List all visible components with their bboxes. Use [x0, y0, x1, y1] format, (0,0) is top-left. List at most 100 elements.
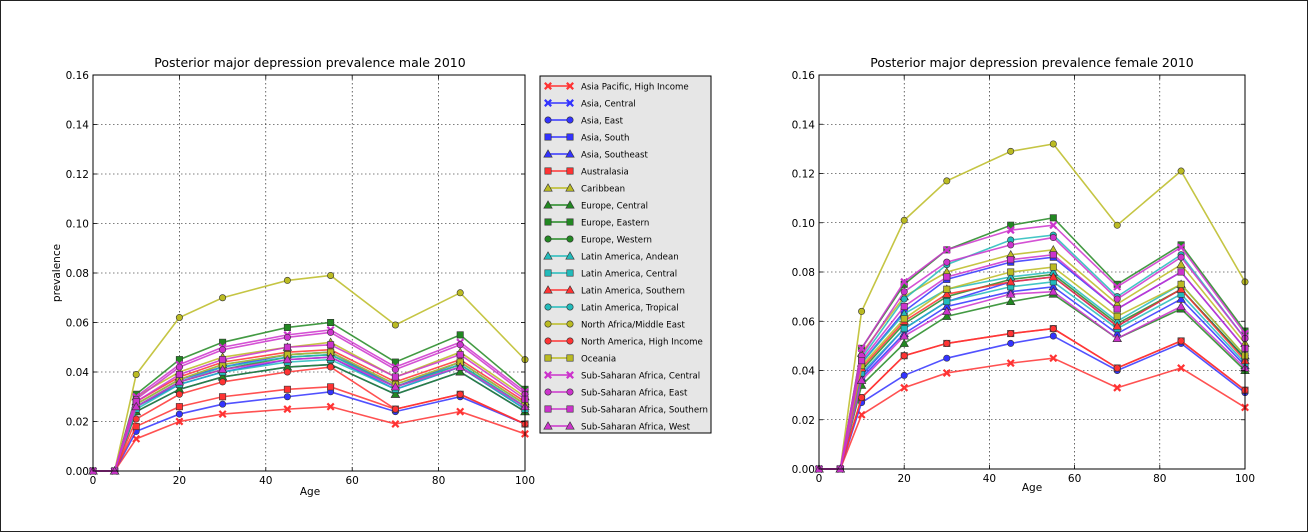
legend-marker: [544, 133, 552, 141]
legend-entry: Latin America, Southern: [543, 285, 685, 297]
legend-marker: [544, 371, 552, 379]
female-tick-label-y: 0.08: [792, 267, 815, 279]
chart-male-xlabel: Age: [300, 486, 320, 498]
legend-marker: [566, 269, 574, 277]
legend-marker: [544, 167, 552, 175]
male-series-15: [89, 363, 529, 475]
legend-marker: [543, 183, 553, 192]
male-data-point: [219, 378, 227, 386]
legend-marker: [566, 405, 574, 413]
male-data-point: [175, 356, 183, 364]
male-data-point: [175, 417, 184, 426]
male-data-point: [326, 402, 335, 411]
male-data-point: [283, 333, 291, 341]
female-data-point: [1005, 277, 1016, 286]
female-data-point: [900, 216, 908, 224]
legend-label: Latin America, Andean: [581, 253, 679, 263]
female-data-point: [943, 354, 951, 362]
legend-marker: [544, 99, 552, 107]
legend-entry: Latin America, Andean: [543, 251, 679, 263]
male-data-point: [132, 370, 140, 378]
female-data-point: [1049, 214, 1057, 222]
legend-marker: [543, 421, 553, 430]
female-tick-label-x: 20: [898, 473, 911, 485]
male-data-point: [455, 367, 465, 376]
legend-label: Caribbean: [581, 185, 625, 195]
male-tick-label-y: 0.16: [66, 70, 90, 82]
female-data-point: [899, 331, 909, 340]
legend-label: Asia Pacific, High Income: [581, 83, 689, 93]
legend-marker: [543, 285, 553, 294]
male-data-point: [390, 382, 401, 391]
male-data-point: [391, 366, 399, 374]
female-series-0: [815, 354, 1249, 473]
female-data-point: [1049, 251, 1057, 259]
female-data-point: [942, 368, 951, 377]
legend-marker: [566, 337, 574, 345]
legend-marker: [544, 320, 552, 328]
legend-label: Latin America, Tropical: [581, 304, 679, 314]
male-tick-label-x: 0: [90, 475, 97, 487]
legend-label: Australasia: [581, 168, 629, 178]
legend-marker: [566, 320, 574, 328]
female-data-point: [899, 338, 909, 347]
legend-entry: Latin America, Tropical: [544, 303, 679, 314]
male-data-point: [175, 390, 183, 398]
male-data-point: [283, 368, 291, 376]
female-tick-label-x: 80: [1153, 473, 1166, 485]
legend-marker: [566, 235, 574, 243]
legend-entry: Latin America, Central: [544, 269, 677, 280]
chart-female-title: Posterior major depression prevalence fe…: [870, 55, 1194, 70]
legend-marker: [566, 303, 574, 311]
male-data-point: [327, 341, 335, 349]
female-data-point: [942, 311, 952, 320]
female-tick-label-x: 60: [1068, 473, 1081, 485]
female-data-point: [900, 277, 909, 286]
legend-entry: Sub-Saharan Africa, Central: [544, 371, 700, 382]
chart-female: Posterior major depression prevalence fe…: [792, 55, 1255, 494]
legend-marker: [566, 167, 574, 175]
legend-marker: [566, 371, 574, 379]
legend-marker: [544, 354, 552, 362]
female-series-line: [819, 290, 1246, 470]
female-data-point: [943, 273, 951, 281]
female-data-point: [1049, 325, 1057, 333]
legend-entry: Sub-Saharan Africa, Southern: [544, 405, 708, 416]
female-data-point: [1005, 296, 1016, 306]
female-tick-label-y: 0.12: [792, 169, 815, 181]
female-tick-label-y: 0.04: [792, 366, 816, 378]
male-tick-label-x: 60: [346, 475, 359, 487]
female-data-point: [900, 315, 908, 323]
legend-label: Asia, Central: [581, 100, 636, 110]
legend-marker: [544, 116, 552, 124]
male-tick-label-y: 0.04: [66, 367, 90, 379]
male-data-point: [456, 289, 464, 297]
legend-label: Asia, East: [581, 117, 624, 127]
legend-marker: [565, 421, 575, 430]
female-data-point: [857, 410, 866, 419]
female-tick-label-x: 0: [816, 473, 823, 485]
female-tick-label-y: 0.16: [792, 70, 816, 82]
legend-label: Asia, South: [581, 134, 629, 144]
male-data-point: [218, 410, 227, 419]
legend-entry: Europe, Eastern: [544, 218, 649, 229]
female-data-point: [1007, 339, 1015, 347]
female-series-7: [814, 289, 1250, 473]
male-data-point: [219, 356, 227, 364]
female-data-point: [942, 245, 951, 254]
chart-male-title: Posterior major depression prevalence ma…: [154, 55, 465, 70]
legend-marker: [544, 405, 552, 413]
female-data-point: [1113, 295, 1121, 303]
legend-entry: North Africa/Middle East: [544, 320, 685, 331]
male-data-point: [175, 410, 183, 418]
legend-entry: Sub-Saharan Africa, East: [544, 388, 688, 399]
female-data-point: [857, 344, 866, 353]
legend-label: Sub-Saharan Africa, Southern: [581, 406, 708, 416]
legend-marker: [566, 218, 574, 226]
female-data-point: [943, 285, 951, 293]
male-data-point: [219, 346, 227, 354]
legend-entry: Sub-Saharan Africa, West: [543, 421, 691, 433]
male-data-point: [174, 377, 185, 386]
